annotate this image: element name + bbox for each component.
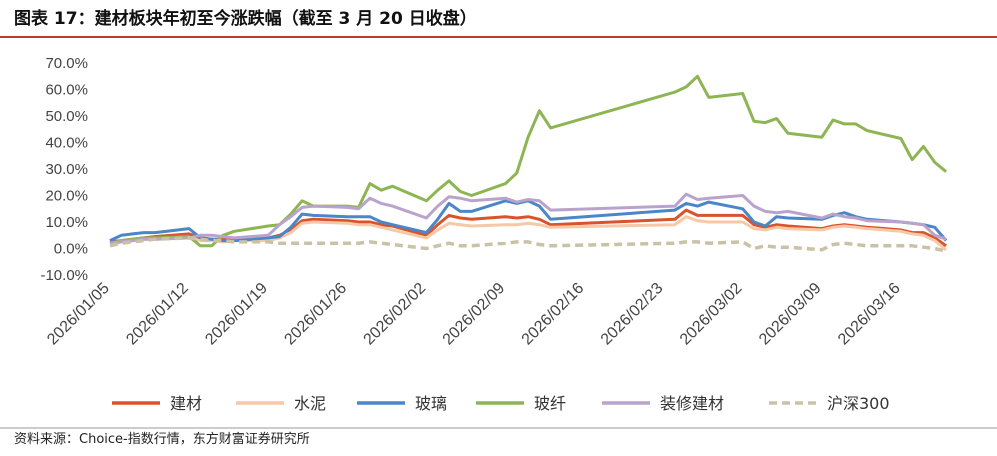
x-tick-label: 2026/01/05 — [44, 280, 113, 349]
y-tick-label: 30.0% — [45, 161, 88, 178]
y-tick-label: 20.0% — [45, 188, 88, 205]
legend-label: 水泥 — [294, 394, 326, 413]
legend-label: 玻璃 — [415, 394, 447, 413]
x-tick-label: 2026/02/09 — [440, 280, 509, 349]
y-tick-label: 40.0% — [45, 135, 88, 152]
series-line — [109, 192, 947, 245]
y-tick-label: 60.0% — [45, 82, 88, 99]
x-tick-label: 2026/02/02 — [361, 280, 430, 349]
y-tick-label: 0.0% — [54, 241, 88, 258]
source-note: 资料来源：Choice-指数行情，东方财富证券研究所 — [14, 431, 310, 447]
series-line — [109, 215, 948, 251]
x-tick-label: 2026/02/23 — [598, 280, 667, 349]
legend-label: 玻纤 — [534, 394, 566, 413]
x-tick-label: 2026/01/12 — [123, 280, 192, 349]
y-tick-label: 50.0% — [45, 108, 88, 125]
chart-title: 图表 17：建材板块年初至今涨跌幅（截至 3 月 20 日收盘） — [14, 8, 477, 29]
x-tick-label: 2026/03/02 — [677, 280, 746, 349]
x-tick-label: 2026/03/16 — [835, 280, 904, 349]
series-line — [109, 199, 948, 243]
legend-label: 装修建材 — [660, 394, 724, 413]
x-tick-label: 2026/03/09 — [756, 280, 825, 349]
x-tick-label: 2026/01/26 — [281, 280, 350, 349]
series-line — [109, 236, 947, 253]
x-tick-label: 2026/01/19 — [202, 280, 271, 349]
legend-label: 建材 — [170, 394, 202, 413]
legend-label: 沪深300 — [827, 394, 890, 413]
y-tick-label: 10.0% — [45, 214, 88, 231]
x-tick-label: 2026/02/16 — [519, 280, 588, 349]
y-tick-label: 70.0% — [45, 55, 88, 72]
y-tick-label: -10.0% — [40, 267, 88, 284]
